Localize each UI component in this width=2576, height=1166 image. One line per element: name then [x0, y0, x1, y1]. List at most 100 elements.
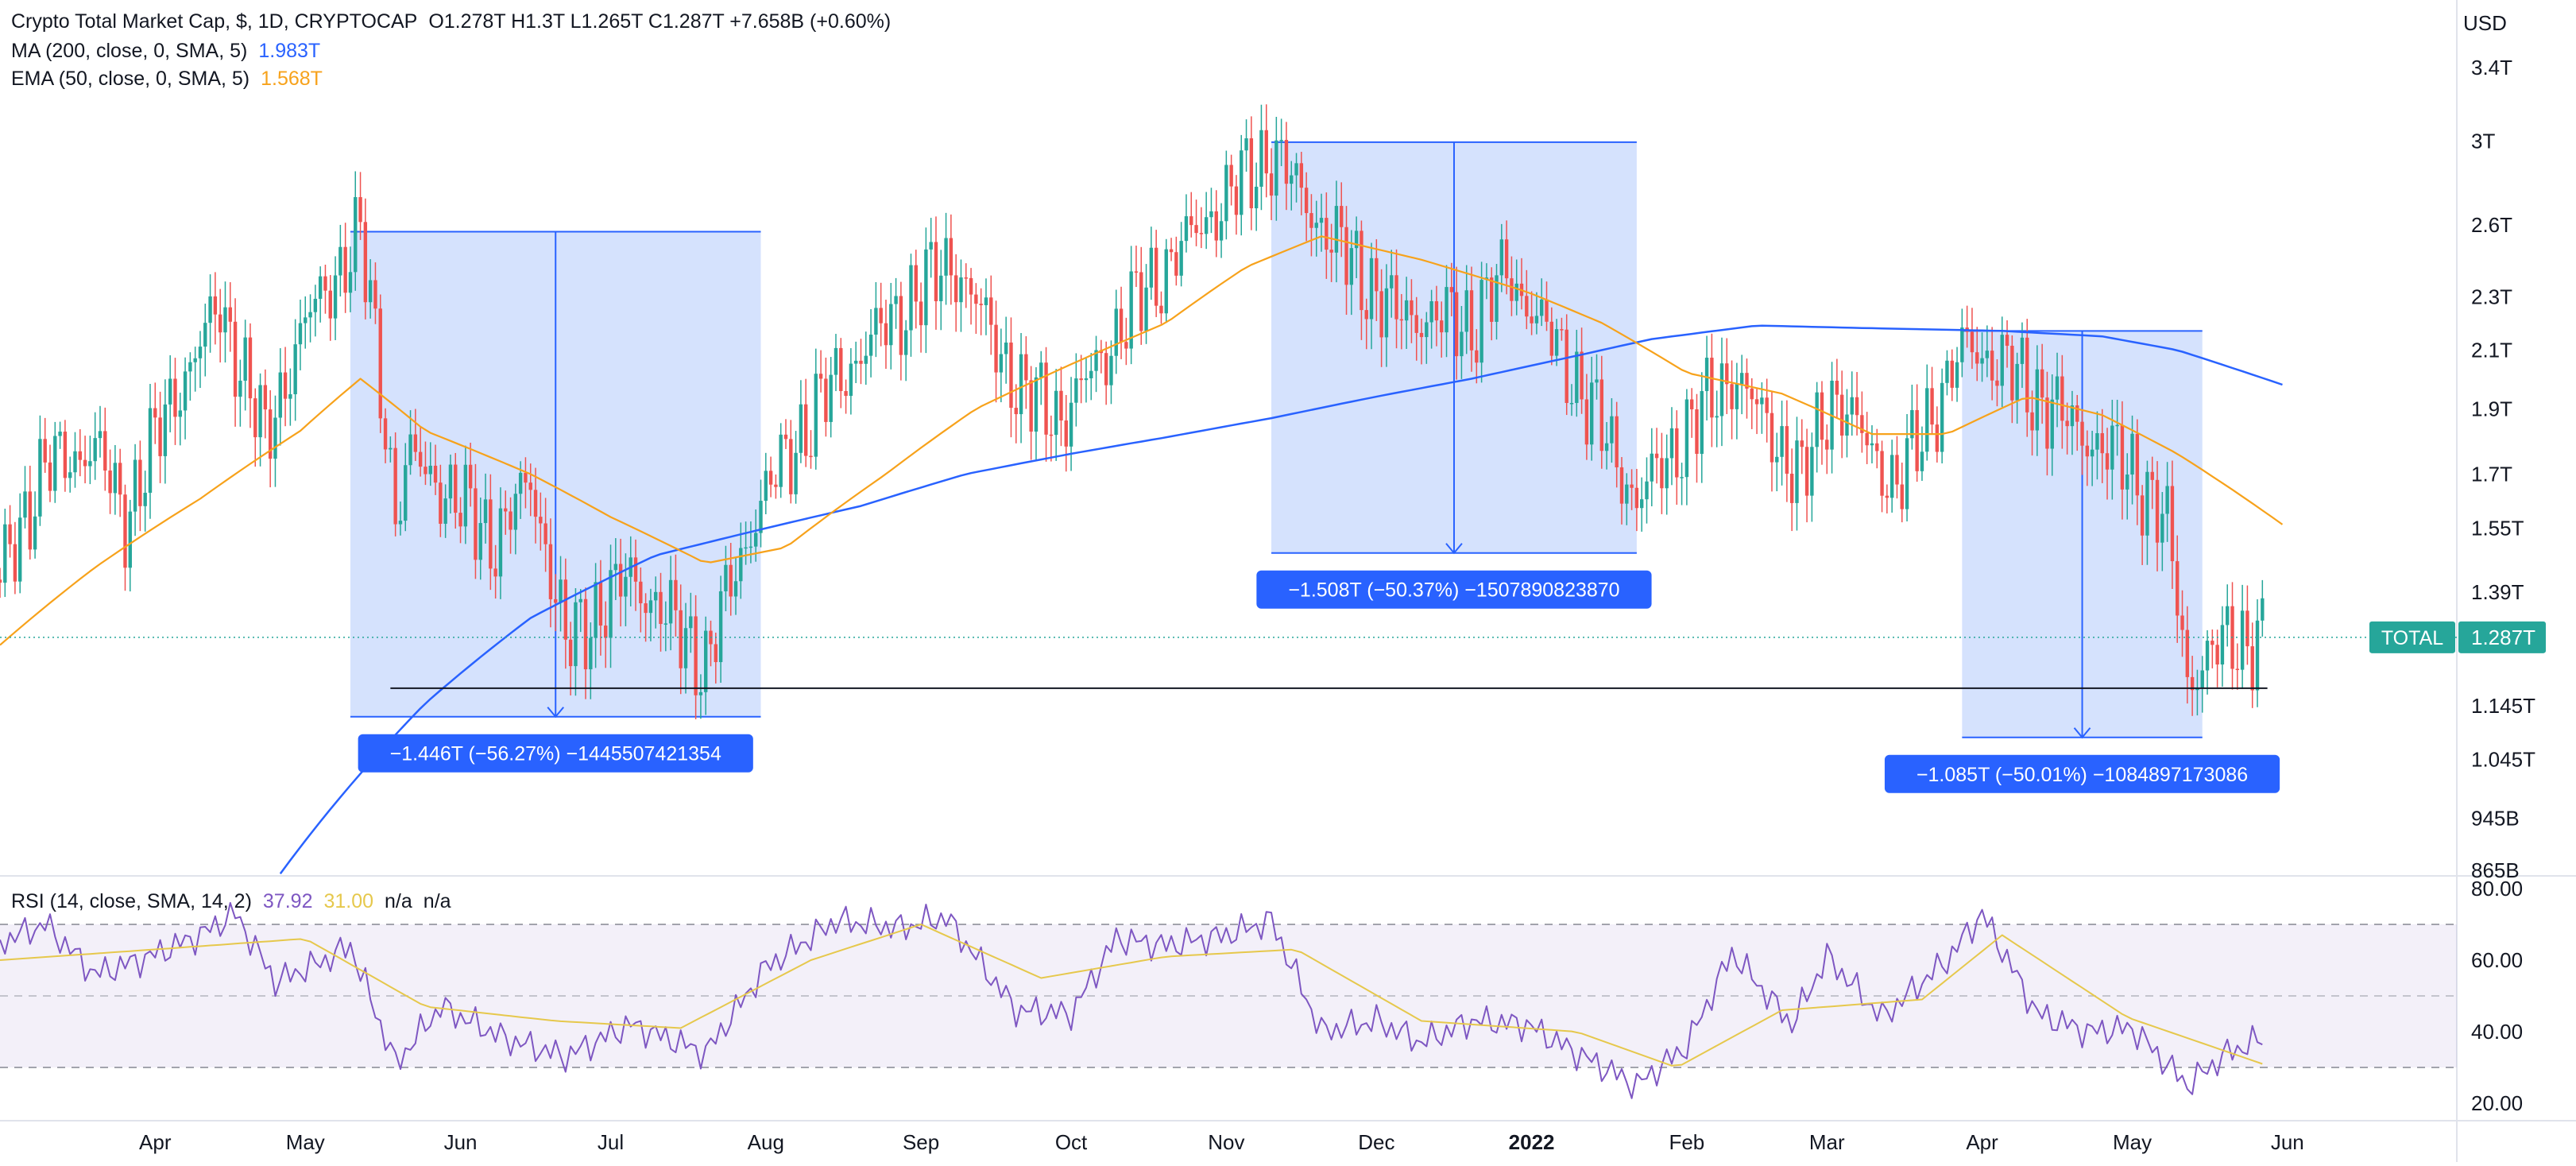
candle-down — [1995, 380, 1999, 386]
candle-down — [1029, 380, 1033, 432]
candle-up — [1719, 363, 1724, 416]
measure-label-3[interactable]: −1.085T (−50.01%) −1084897173086 — [1917, 764, 2248, 786]
symbol-legend: Crypto Total Market Cap, $, 1D, CRYPTOCA… — [11, 8, 891, 35]
candle-down — [679, 610, 683, 668]
candle-down — [2120, 424, 2125, 490]
candle-down — [914, 265, 918, 302]
candle-down — [2210, 641, 2214, 645]
candle-down — [1139, 272, 1143, 331]
candle-down — [1745, 373, 1749, 389]
candle-down — [1049, 434, 1054, 436]
candle-up — [574, 602, 578, 667]
candle-up — [1404, 300, 1409, 321]
candle-up — [68, 472, 72, 478]
candle-down — [1199, 233, 1204, 234]
rsi-legend[interactable]: RSI (14, close, SMA, 14, 2) 37.92 31.00 n/a… — [11, 888, 451, 915]
candle-up — [2000, 335, 2004, 386]
candle-down — [1804, 447, 1809, 496]
candle-up — [903, 330, 908, 355]
measure-label-2[interactable]: −1.508T (−50.37%) −1507890823870 — [1288, 579, 1619, 602]
candle-down — [659, 591, 663, 625]
measure-label-bg[interactable] — [1884, 754, 2280, 793]
candle-down — [1725, 363, 1729, 385]
candle-down — [493, 568, 497, 577]
measure-tools[interactable] — [350, 141, 2203, 739]
candle-up — [518, 472, 523, 494]
ema-legend[interactable]: EMA (50, close, 0, SMA, 5) 1.568T — [11, 65, 323, 92]
candle-up — [1905, 438, 1909, 509]
ma-value: 1.983T — [258, 40, 321, 62]
rsi-label: RSI (14, close, SMA, 14, 2) — [11, 890, 252, 912]
candle-up — [1534, 316, 1539, 323]
candle-down — [899, 296, 903, 355]
price-axis[interactable]: USD 3.4T 3T 2.6T 2.3T 2.1T 1.9T 1.7T 1.55T 1.39T 1… — [2369, 11, 2546, 882]
candle-up — [183, 371, 188, 411]
candle-down — [78, 451, 82, 460]
candle-up — [874, 308, 878, 335]
candle-down — [504, 508, 508, 512]
candle-down — [789, 439, 793, 494]
candle-down — [583, 598, 588, 670]
candle-up — [208, 296, 212, 323]
time-axis[interactable]: Apr May Jun Jul Aug Sep Oct Nov Dec 2022 Feb Mar Apr… — [139, 1130, 2304, 1154]
rsi-axis[interactable]: 80.00 60.00 40.00 20.00 — [2471, 877, 2523, 1115]
candle-down — [644, 603, 648, 614]
candle-up — [128, 511, 132, 568]
candle-down — [1044, 362, 1048, 435]
candle-down — [2135, 433, 2140, 496]
candle-up — [1219, 221, 1224, 241]
candle-up — [288, 394, 292, 399]
candle-down — [358, 197, 362, 223]
candle-down — [1454, 292, 1459, 357]
time-tick-label: May — [286, 1130, 325, 1154]
candle-down — [153, 408, 157, 418]
symbol-title[interactable]: Crypto Total Market Cap, $, 1D, CRYPTOCA… — [11, 10, 418, 33]
candle-down — [1449, 287, 1454, 292]
candle-up — [1625, 484, 1629, 504]
candle-up — [1590, 382, 1594, 445]
candle-down — [554, 598, 558, 603]
candle-up — [704, 630, 708, 692]
candle-down — [13, 544, 17, 582]
candle-up — [398, 521, 403, 525]
candle-up — [58, 432, 62, 436]
candle-up — [2070, 405, 2075, 427]
candle-down — [1269, 173, 1274, 196]
candle-down — [268, 409, 273, 459]
current-price-badge[interactable] — [2458, 621, 2546, 653]
candle-up — [578, 598, 582, 602]
candle-up — [198, 347, 203, 358]
candle-up — [909, 265, 913, 331]
candle-up — [1780, 426, 1784, 457]
candle-up — [624, 576, 628, 597]
candle-down — [1394, 275, 1398, 320]
total-symbol-badge[interactable] — [2369, 621, 2455, 653]
candle-down — [138, 459, 142, 506]
measure-label-bg[interactable] — [1256, 570, 1652, 609]
candle-down — [1344, 227, 1348, 285]
candle-down — [1915, 409, 1919, 471]
rsi-tick-label: 40.00 — [2471, 1020, 2523, 1044]
candle-up — [443, 498, 447, 524]
measure-label-bg[interactable] — [358, 734, 753, 773]
candle-up — [589, 637, 593, 670]
candle-up — [1669, 428, 1674, 459]
candle-up — [313, 298, 318, 312]
candle-down — [1214, 211, 1218, 241]
candle-down — [378, 308, 382, 419]
ma-legend[interactable]: MA (200, close, 0, SMA, 5) 1.983T — [11, 37, 320, 64]
candle-up — [98, 431, 102, 439]
candle-down — [1419, 332, 1424, 338]
measure-labels[interactable]: −1.446T (−56.27%) −1445507421354 −1.508T … — [358, 570, 2280, 793]
candle-up — [38, 439, 42, 517]
candle-up — [1665, 458, 1669, 489]
measure-label-1[interactable]: −1.446T (−56.27%) −1445507421354 — [390, 743, 721, 765]
candle-up — [1445, 287, 1449, 333]
candle-down — [1249, 138, 1254, 209]
time-tick-label: Feb — [1669, 1130, 1704, 1154]
candle-up — [308, 312, 312, 318]
candle-down — [2005, 335, 2009, 347]
candle-up — [3, 524, 7, 583]
